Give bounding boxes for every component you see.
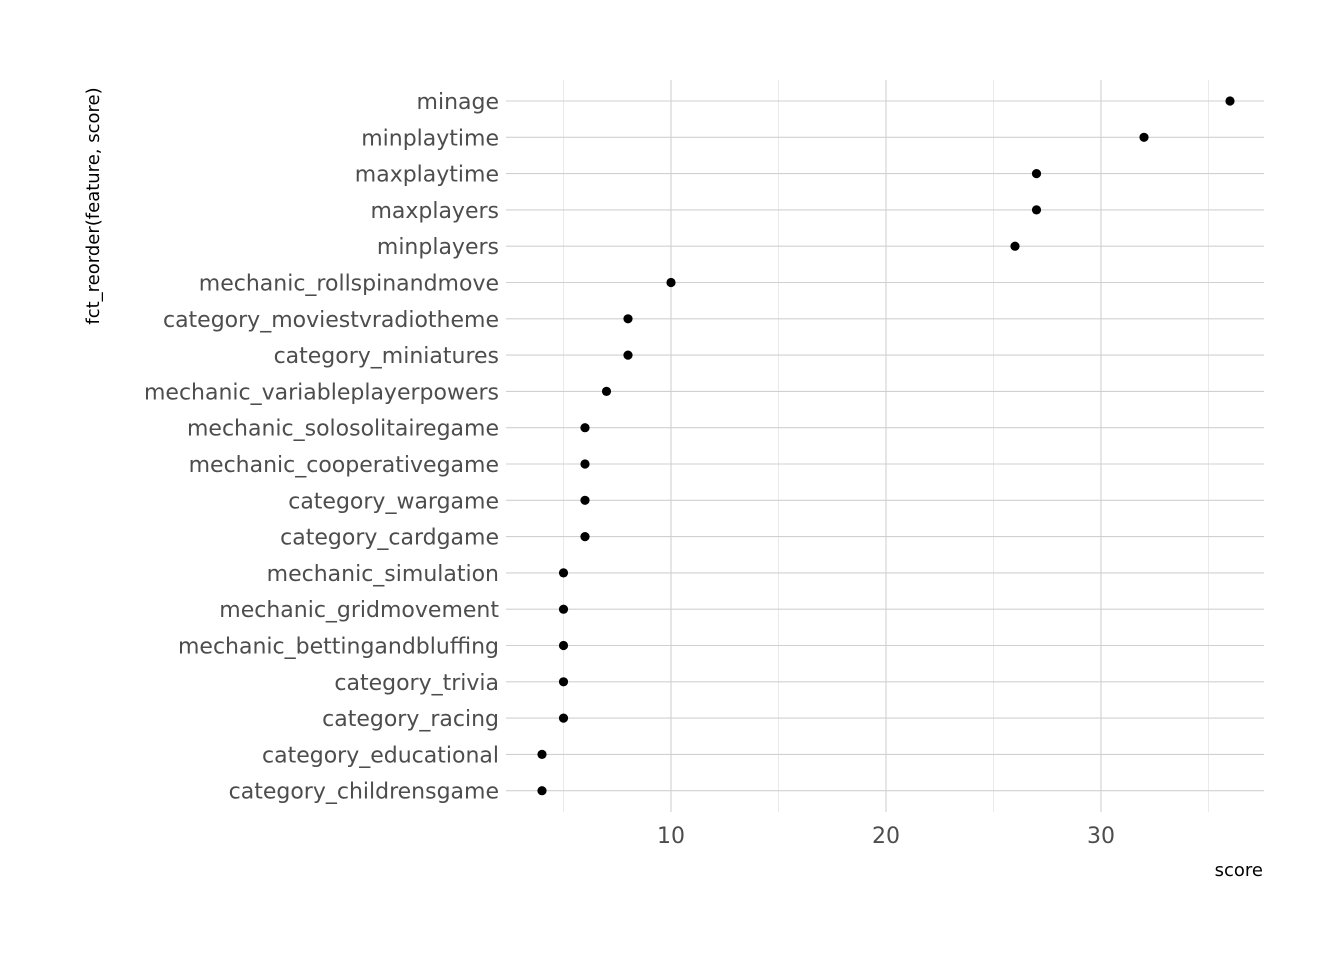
y-tick-label: category_wargame [288, 489, 499, 514]
data-point [580, 495, 590, 505]
data-point [558, 677, 569, 687]
data-point [558, 713, 569, 723]
y-tick-label: minplayers [377, 235, 499, 260]
data-point [558, 604, 569, 614]
x-axis-title: score [1215, 860, 1263, 881]
y-tick-label: maxplayers [370, 199, 499, 224]
data-point [1010, 241, 1020, 251]
x-tick-labels: 10 20 30 [657, 824, 1115, 849]
y-tick-label: mechanic_rollspinandmove [199, 272, 499, 297]
y-tick-label: category_cardgame [280, 526, 499, 551]
y-axis-title: fct_reorder(feature, score) [83, 87, 104, 324]
data-points [537, 96, 1235, 796]
data-point [601, 386, 612, 396]
data-point [1031, 169, 1042, 179]
y-tick-label: minplaytime [361, 126, 499, 151]
y-tick-label: mechanic_cooperativegame [189, 453, 499, 478]
data-point [537, 786, 547, 796]
data-point [1031, 205, 1042, 215]
data-point [623, 314, 633, 324]
y-tick-label: mechanic_bettingandbluffing [178, 635, 499, 660]
x-tick-label: 10 [657, 824, 685, 849]
data-point [580, 423, 590, 433]
y-tick-label: mechanic_simulation [267, 562, 499, 587]
data-point [623, 350, 633, 360]
y-tick-label: mechanic_variableplayerpowers [144, 380, 499, 405]
data-point [558, 640, 569, 651]
data-point [1225, 96, 1235, 106]
y-tick-label: category_childrensgame [229, 780, 499, 805]
major-gridlines [506, 80, 1264, 812]
data-point [666, 277, 676, 288]
y-tick-label: category_miniatures [274, 344, 499, 369]
data-point [580, 532, 590, 542]
y-tick-label: category_moviestvradiotheme [163, 308, 499, 333]
y-tick-label: mechanic_solosolitairegame [187, 417, 499, 442]
x-tick-label: 20 [872, 824, 900, 849]
data-point [580, 459, 590, 469]
y-tick-label: maxplaytime [355, 163, 499, 188]
y-tick-label: minage [417, 90, 499, 115]
x-tick-label: 30 [1087, 824, 1115, 849]
y-tick-label: mechanic_gridmovement [219, 598, 499, 623]
y-tick-label: category_educational [262, 743, 499, 768]
y-tick-label: category_trivia [334, 671, 499, 696]
y-tick-label: category_racing [322, 707, 499, 732]
data-point [558, 568, 569, 578]
data-point [1139, 132, 1149, 142]
y-tick-labels: minage minplaytime maxplaytime maxplayers mi… [144, 90, 499, 805]
data-point [537, 749, 547, 760]
minor-gridlines [563, 80, 1209, 812]
